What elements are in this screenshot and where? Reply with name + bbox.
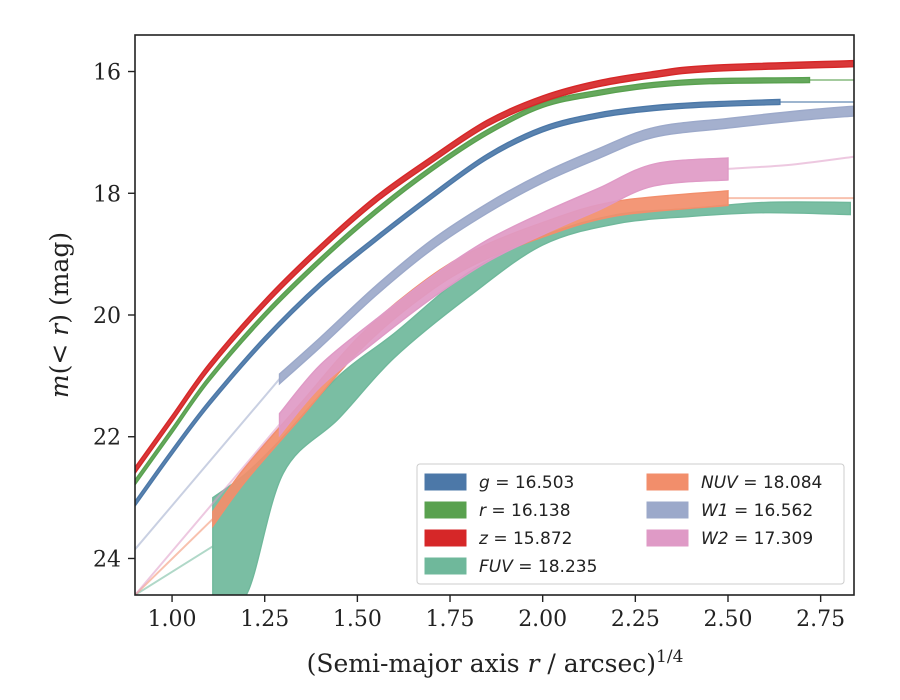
x-axis-label-rest: / arcsec) — [539, 649, 656, 678]
x-axis-label: (Semi-major axis r / arcsec)1/4 — [307, 647, 684, 678]
series-w1-band — [278, 105, 854, 386]
legend-label-value-z: = 15.872 — [488, 529, 573, 549]
legend-label-value-w2: = 17.309 — [729, 529, 814, 549]
legend-swatch-nuv — [646, 473, 689, 491]
x-tick-label: 2.00 — [518, 607, 567, 632]
legend-label-value-fuv: = 18.235 — [513, 557, 598, 577]
y-axis-label: m(< r) (mag) — [45, 232, 74, 398]
legend-swatch-g — [424, 473, 467, 491]
series-w1-faint-start — [135, 378, 281, 550]
series-g-band — [135, 98, 781, 508]
x-axis-label-exp: 1/4 — [656, 647, 683, 667]
legend-label-band-w1: W1 — [701, 501, 729, 521]
y-axis-label-mid: (< — [45, 336, 74, 375]
plot-area — [135, 59, 854, 595]
series-group — [135, 59, 854, 595]
legend-label-band-z: z — [478, 529, 489, 549]
y-axis-label-rest: ) (mag) — [45, 232, 74, 324]
series-r-band — [135, 76, 811, 486]
legend-swatch-w1 — [646, 501, 689, 519]
y-tick-label: 22 — [93, 426, 121, 451]
x-tick-label: 1.25 — [240, 607, 289, 632]
legend-label-band-r: r — [479, 501, 487, 521]
legend-swatch-z — [424, 529, 467, 547]
x-tick-label: 1.00 — [148, 607, 197, 632]
series-nuv-faint-start — [135, 518, 214, 595]
legend-label-w1: W1 = 16.562 — [701, 501, 813, 521]
x-tick-label: 1.75 — [426, 607, 475, 632]
series-z-band — [135, 59, 854, 475]
legend-label-value-nuv: = 18.084 — [738, 473, 823, 493]
series-fuv-faint-start — [135, 545, 214, 595]
x-tick-label: 2.25 — [611, 607, 660, 632]
y-tick-label: 20 — [93, 304, 121, 329]
y-tick-label: 18 — [93, 182, 121, 207]
x-tick-label: 2.50 — [703, 607, 752, 632]
series-w2-band — [278, 157, 729, 438]
legend-swatch-w2 — [646, 529, 689, 547]
y-axis-label-m: m — [45, 374, 74, 398]
legend-label-band-w2: W2 — [701, 529, 729, 549]
legend-box — [416, 463, 845, 585]
legend-label-g: g = 16.503 — [479, 473, 574, 493]
legend-label-r: r = 16.138 — [479, 501, 571, 521]
legend-label-band-fuv: FUV — [479, 557, 514, 577]
x-tick-label: 1.50 — [333, 607, 382, 632]
legend-swatch-r — [424, 501, 467, 519]
legend-label-band-nuv: NUV — [701, 473, 739, 493]
legend-label-value-g: = 16.503 — [490, 473, 575, 493]
x-axis-label-r: r — [528, 649, 542, 678]
x-axis-label-main: (Semi-major axis — [307, 649, 528, 678]
series-w2-faint-start — [135, 423, 281, 595]
legend-label-value-r: = 16.138 — [486, 501, 571, 521]
y-tick-label: 24 — [93, 547, 121, 572]
legend-swatch-fuv — [424, 557, 467, 575]
y-axis-label-r: r — [45, 322, 74, 336]
series-fuv-band — [212, 201, 851, 595]
legend-label-band-g: g — [479, 473, 490, 493]
legend-label-nuv: NUV = 18.084 — [701, 473, 822, 493]
axes: 1.00 1.25 1.50 1.75 2.00 2.25 2.50 2.75 16 18 20 22… — [93, 34, 855, 632]
legend-label-w2: W2 = 17.309 — [701, 529, 813, 549]
legend-label-value-w1: = 16.562 — [729, 501, 814, 521]
x-tick-label: 2.75 — [796, 607, 845, 632]
legend-label-fuv: FUV = 18.235 — [479, 557, 597, 577]
y-tick-label: 16 — [93, 61, 121, 86]
series-w2-faint-end — [727, 155, 854, 170]
legend-label-z: z = 15.872 — [478, 529, 572, 549]
